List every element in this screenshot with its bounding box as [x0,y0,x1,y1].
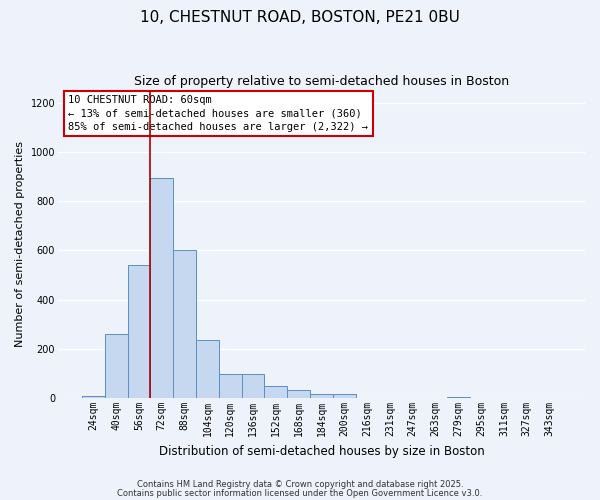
X-axis label: Distribution of semi-detached houses by size in Boston: Distribution of semi-detached houses by … [158,444,484,458]
Bar [333,394,356,398]
Text: 10 CHESTNUT ROAD: 60sqm
← 13% of semi-detached houses are smaller (360)
85% of s: 10 CHESTNUT ROAD: 60sqm ← 13% of semi-de… [68,95,368,132]
Bar [447,397,470,398]
Bar [310,394,333,398]
Bar [242,374,265,398]
Bar [82,396,105,398]
Bar [265,386,287,398]
Bar [287,390,310,398]
Title: Size of property relative to semi-detached houses in Boston: Size of property relative to semi-detach… [134,75,509,88]
Bar [219,374,242,398]
Bar [105,334,128,398]
Text: Contains HM Land Registry data © Crown copyright and database right 2025.: Contains HM Land Registry data © Crown c… [137,480,463,489]
Text: 10, CHESTNUT ROAD, BOSTON, PE21 0BU: 10, CHESTNUT ROAD, BOSTON, PE21 0BU [140,10,460,25]
Text: Contains public sector information licensed under the Open Government Licence v3: Contains public sector information licen… [118,488,482,498]
Bar [196,340,219,398]
Bar [128,266,151,398]
Bar [151,178,173,398]
Y-axis label: Number of semi-detached properties: Number of semi-detached properties [15,142,25,348]
Bar [173,250,196,398]
